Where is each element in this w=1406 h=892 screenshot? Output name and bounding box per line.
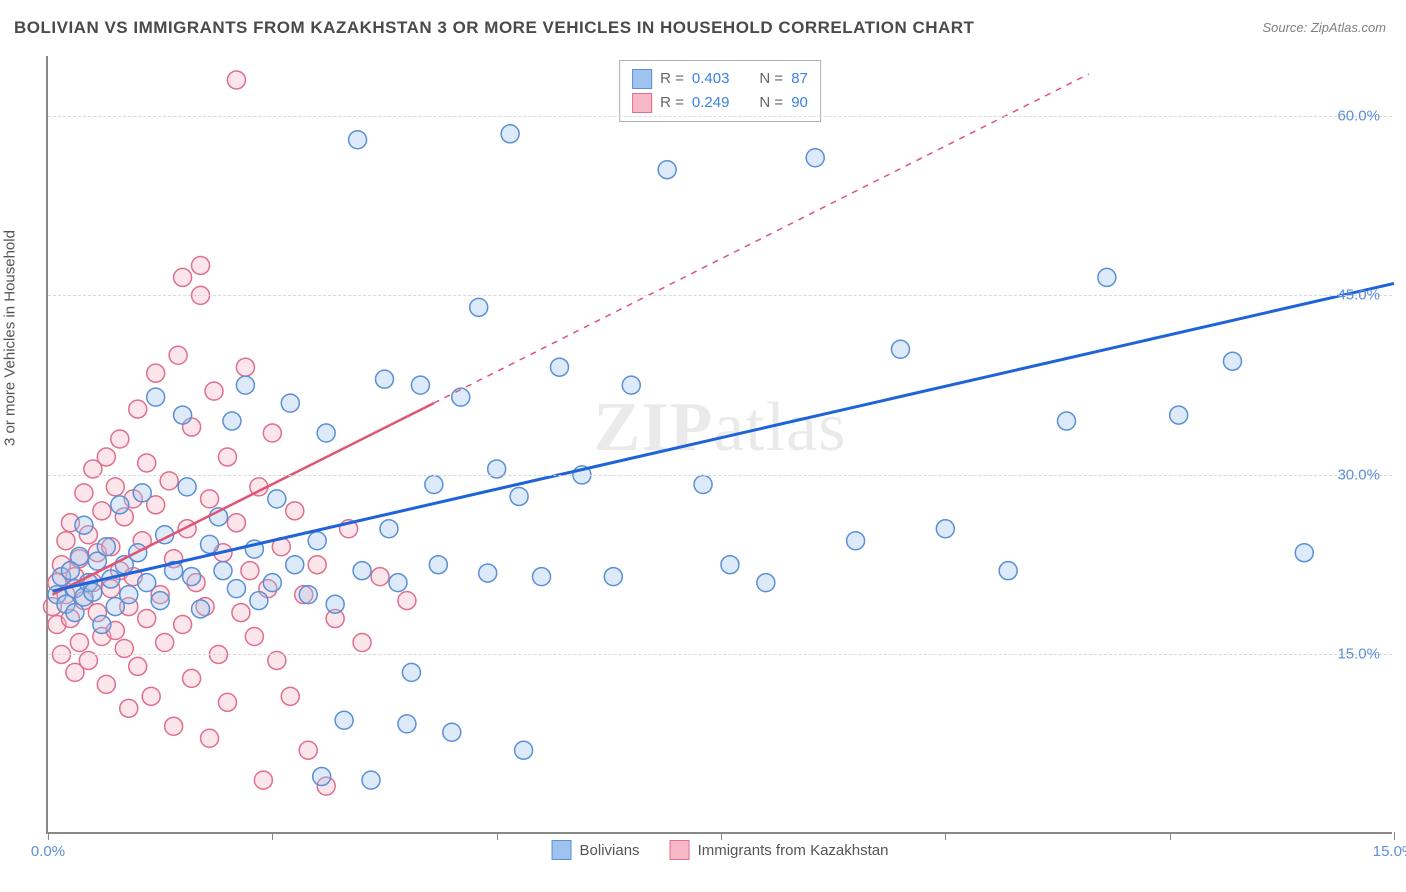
correlation-legend: R = 0.403 N = 87 R = 0.249 N = 90 bbox=[619, 60, 821, 122]
r-value-2: 0.249 bbox=[692, 91, 730, 115]
legend-item-2: Immigrants from Kazakhstan bbox=[670, 840, 889, 860]
swatch-bottom-1 bbox=[552, 840, 572, 860]
plot-area: ZIPatlas R = 0.403 N = 87 R = 0.249 N = … bbox=[46, 56, 1392, 834]
swatch-bottom-2 bbox=[670, 840, 690, 860]
y-tick-label: 45.0% bbox=[1337, 287, 1380, 304]
x-tick-label: 0.0% bbox=[31, 843, 65, 860]
n-value-1: 87 bbox=[791, 67, 808, 91]
scatter-svg bbox=[48, 56, 1392, 832]
r-label: R = bbox=[660, 91, 684, 115]
n-label: N = bbox=[759, 91, 783, 115]
series-legend: Bolivians Immigrants from Kazakhstan bbox=[552, 840, 889, 860]
source-label: Source: ZipAtlas.com bbox=[1262, 20, 1386, 35]
n-label: N = bbox=[759, 67, 783, 91]
swatch-series-2 bbox=[632, 93, 652, 113]
y-tick-label: 60.0% bbox=[1337, 107, 1380, 124]
r-label: R = bbox=[660, 67, 684, 91]
legend-row-series-1: R = 0.403 N = 87 bbox=[632, 67, 808, 91]
n-value-2: 90 bbox=[791, 91, 808, 115]
r-value-1: 0.403 bbox=[692, 67, 730, 91]
chart-container: BOLIVIAN VS IMMIGRANTS FROM KAZAKHSTAN 3… bbox=[0, 0, 1406, 892]
y-axis-label: 3 or more Vehicles in Household bbox=[2, 230, 19, 446]
legend-item-1: Bolivians bbox=[552, 840, 640, 860]
x-tick-label: 15.0% bbox=[1373, 843, 1406, 860]
chart-title: BOLIVIAN VS IMMIGRANTS FROM KAZAKHSTAN 3… bbox=[14, 18, 974, 38]
legend-label-1: Bolivians bbox=[580, 842, 640, 859]
y-tick-label: 15.0% bbox=[1337, 646, 1380, 663]
legend-row-series-2: R = 0.249 N = 90 bbox=[632, 91, 808, 115]
y-tick-label: 30.0% bbox=[1337, 466, 1380, 483]
swatch-series-1 bbox=[632, 69, 652, 89]
legend-label-2: Immigrants from Kazakhstan bbox=[698, 842, 889, 859]
